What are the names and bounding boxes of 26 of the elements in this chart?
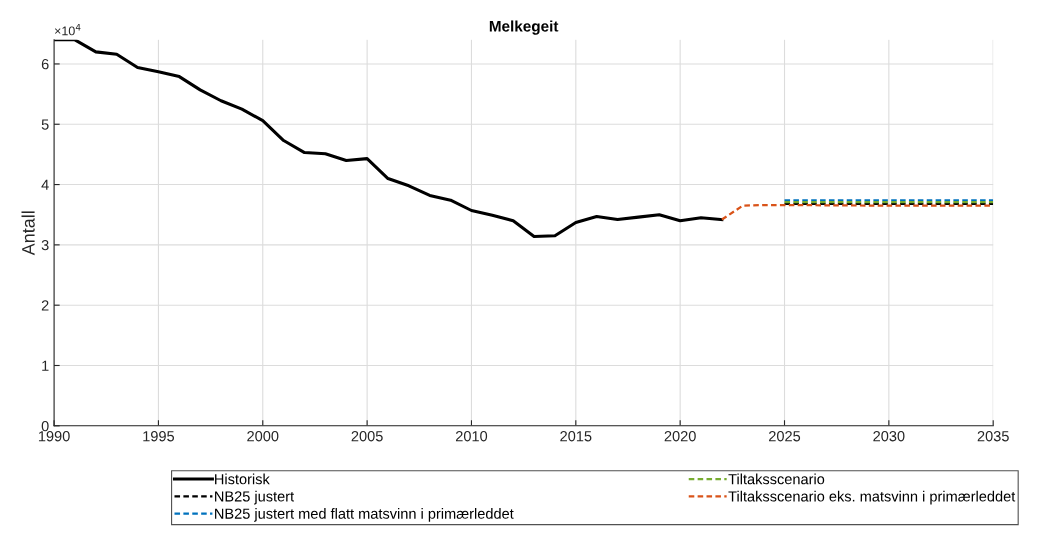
- x-tick-label: 2000: [247, 431, 279, 442]
- y-tick-label: 1: [42, 360, 49, 371]
- legend-label: Tiltaksscenario eks. matsvinn i primærleddet: [728, 490, 1016, 505]
- line-series: [54, 39, 724, 238]
- y-tick-label: 4: [41, 179, 49, 190]
- y-tick-label: 3: [41, 239, 49, 251]
- x-tick-label: 1990: [38, 431, 70, 442]
- legend-label: NB25 justert med flatt matsvinn i primærleddet: [215, 508, 514, 522]
- x-tick-label: 2030: [873, 431, 905, 442]
- x-tick-label: 2010: [455, 431, 488, 442]
- y-axis-title: Antall: [21, 211, 35, 256]
- legend-label: Historisk: [215, 473, 270, 485]
- x-tick-label: 2005: [351, 431, 383, 442]
- y-tick-label: 5: [41, 119, 49, 130]
- y-tick-label: 2: [41, 300, 49, 311]
- y-tick-label: 0: [41, 420, 49, 432]
- chart-title: Melkegeit: [489, 20, 559, 35]
- x-tick-label: 1995: [143, 431, 175, 442]
- x-tick-label: 2035: [977, 431, 1009, 442]
- x-tick-label: 2015: [560, 431, 592, 442]
- text: ×10$^{4}$: [54, 24, 81, 36]
- legend-label: Tiltaksscenario: [728, 473, 825, 485]
- x-tick-label: 2025: [769, 431, 801, 442]
- x-tick-label: 2020: [664, 431, 696, 442]
- y-tick-label: 6: [41, 59, 49, 70]
- legend-label: NB25 justert: [215, 490, 295, 505]
